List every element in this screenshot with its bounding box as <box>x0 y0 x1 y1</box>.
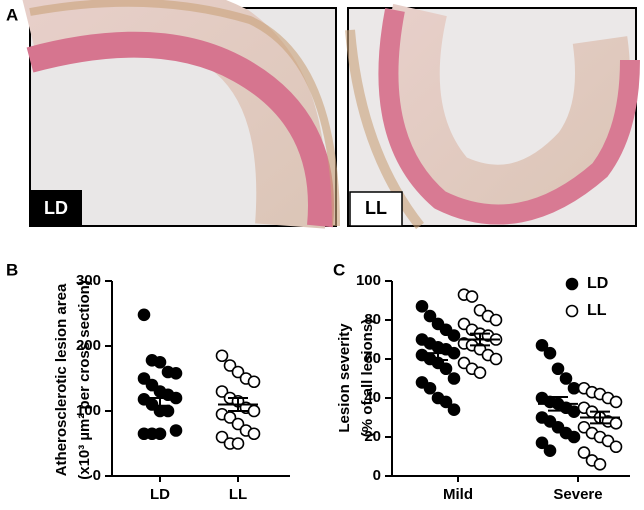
data-point <box>473 366 487 379</box>
data-point <box>447 403 461 417</box>
data-point <box>593 457 607 471</box>
data-point <box>423 381 437 395</box>
data-point <box>415 300 429 313</box>
y-tick-label: 0 <box>373 467 381 484</box>
x-tick-label: LD <box>150 486 170 503</box>
legend-marker <box>565 304 579 318</box>
legend-label: LD <box>587 275 608 292</box>
panel-label: C <box>333 260 345 279</box>
data-point <box>223 359 237 372</box>
y-tick-label: 60 <box>364 350 381 367</box>
y-tick-label: 0 <box>93 467 101 484</box>
data-point <box>551 362 565 376</box>
y-axis-title: (% of all lesions) <box>359 319 376 437</box>
data-point <box>439 395 453 409</box>
data-point <box>577 446 591 459</box>
data-point <box>447 372 461 385</box>
data-point <box>447 329 461 342</box>
data-point <box>137 372 151 385</box>
data-point <box>169 366 183 380</box>
micrograph: LD <box>22 0 340 229</box>
image-label: LD <box>44 198 68 218</box>
legend-marker <box>565 277 579 291</box>
data-point <box>137 308 151 322</box>
micrograph: LL <box>345 3 640 230</box>
y-tick-label: 20 <box>364 428 381 445</box>
y-tick-label: 100 <box>76 402 101 419</box>
y-tick-label: 80 <box>364 311 381 328</box>
data-point <box>543 346 557 360</box>
data-point <box>231 437 245 450</box>
data-point <box>559 372 573 385</box>
panel-label: A <box>6 5 18 24</box>
legend-label: LL <box>587 302 607 319</box>
x-tick-label: LL <box>229 486 247 503</box>
data-point <box>215 349 229 363</box>
image-label: LL <box>365 198 387 218</box>
y-tick-label: 100 <box>356 272 381 289</box>
x-tick-label: Mild <box>443 486 473 503</box>
data-point <box>153 355 167 369</box>
panel-label: B <box>6 260 18 279</box>
y-axis-title: (x10³ µm² per cross section) <box>76 280 93 480</box>
y-tick-label: 40 <box>364 389 381 406</box>
data-point <box>169 424 183 437</box>
data-point <box>609 440 623 454</box>
y-axis-title: Lesion severity <box>336 323 353 433</box>
data-point <box>423 309 437 323</box>
data-point <box>609 395 623 409</box>
data-point <box>567 430 581 444</box>
data-point <box>215 430 229 444</box>
data-point <box>231 365 245 379</box>
y-tick-label: 200 <box>76 337 101 354</box>
data-point <box>247 404 261 418</box>
data-point <box>247 427 261 441</box>
data-point <box>465 290 479 303</box>
data-point <box>153 427 167 441</box>
data-point <box>489 352 503 366</box>
data-point <box>161 404 175 418</box>
data-point <box>439 362 453 376</box>
data-point <box>535 339 549 352</box>
data-point <box>215 385 229 398</box>
y-tick-label: 300 <box>76 272 101 289</box>
data-point <box>543 444 557 457</box>
data-point <box>609 417 623 430</box>
data-point <box>247 375 261 389</box>
data-point <box>489 313 503 327</box>
data-point <box>231 417 245 431</box>
y-axis-title: Atherosclerotic lesion area <box>53 283 70 476</box>
data-point <box>535 436 549 450</box>
x-tick-label: Severe <box>553 486 602 503</box>
